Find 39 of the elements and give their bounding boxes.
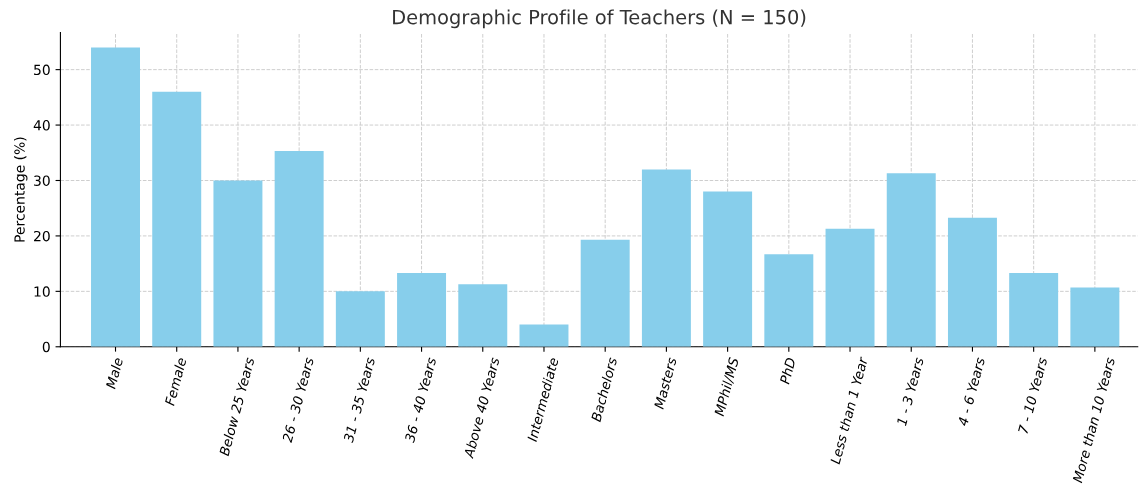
bar <box>886 173 936 347</box>
x-tick-label: Masters <box>653 356 677 410</box>
bar <box>580 239 630 347</box>
bar <box>213 180 263 347</box>
y-tick-label: 10 <box>34 286 50 297</box>
x-tick-label: 1 - 3 Years <box>896 356 924 427</box>
bar <box>152 91 202 347</box>
bar <box>274 151 324 347</box>
bar <box>1009 273 1059 347</box>
bar <box>458 284 508 347</box>
x-tick-label: 26 - 30 Years <box>281 356 315 444</box>
x-tick-label: Less than 1 Year <box>829 355 869 465</box>
x-tick-label: PhD <box>779 357 796 385</box>
bar <box>519 324 569 347</box>
x-tick-label: 7 - 10 Years <box>1017 356 1048 434</box>
bar <box>641 169 691 347</box>
x-tick-label: Above 40 Years <box>463 356 500 460</box>
bar <box>703 191 753 347</box>
bar <box>825 228 875 347</box>
bar <box>397 273 447 347</box>
y-tick-label: 0 <box>42 341 50 353</box>
x-tick-label: Male <box>105 357 124 390</box>
x-tick-label: Female <box>164 357 187 407</box>
x-tick-label: 4 - 6 Years <box>957 356 986 427</box>
y-tick-label: 40 <box>33 120 50 131</box>
y-axis-title: Percentage (%) <box>14 137 28 242</box>
bar <box>764 254 814 347</box>
bar <box>947 217 997 347</box>
bar <box>1070 287 1120 347</box>
x-tick-label: Below 25 Years <box>218 356 255 457</box>
y-tick-label: 50 <box>34 64 50 76</box>
bar <box>91 47 140 347</box>
y-tick-label: 20 <box>34 230 50 242</box>
bar <box>335 291 385 347</box>
x-tick-label: 31 - 35 Years <box>343 356 376 444</box>
x-tick-label: More than 10 Years <box>1072 356 1116 484</box>
x-tick-label: 36 - 40 Years <box>404 356 437 444</box>
y-tick-label: 30 <box>34 175 50 186</box>
chart-title: Demographic Profile of Teachers (N = 150) <box>393 9 806 29</box>
